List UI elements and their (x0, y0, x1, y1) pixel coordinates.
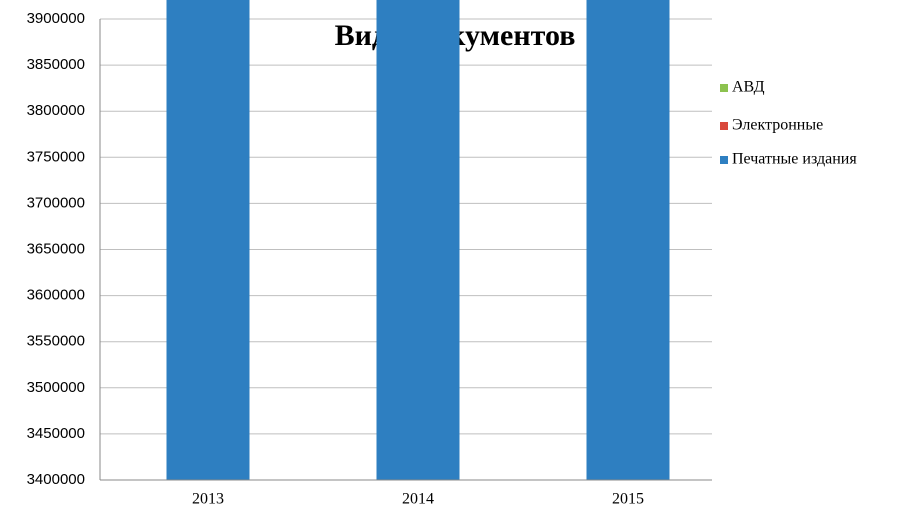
legend-swatch (720, 122, 728, 130)
legend-swatch (720, 84, 728, 92)
legend-label: АВД (732, 79, 765, 96)
y-tick-label: 3650000 (27, 240, 85, 257)
y-tick-label: 3850000 (27, 56, 85, 73)
legend-swatch (720, 156, 728, 164)
y-tick-label: 3600000 (27, 287, 85, 304)
y-tick-label: 3700000 (27, 194, 85, 211)
bar-segment (376, 0, 460, 480)
legend-label: Электронные (732, 117, 823, 134)
x-tick-label: 2014 (402, 491, 434, 508)
y-tick-label: 3900000 (27, 10, 85, 27)
bar-segment (586, 0, 670, 480)
bar-segment (166, 0, 250, 480)
y-tick-label: 3800000 (27, 102, 85, 119)
y-tick-label: 3500000 (27, 379, 85, 396)
y-tick-label: 3550000 (27, 333, 85, 350)
y-tick-label: 3750000 (27, 148, 85, 165)
x-tick-label: 2013 (192, 491, 224, 508)
legend-label: Печатные издания (732, 151, 857, 168)
y-tick-label: 3400000 (27, 471, 85, 488)
x-tick-label: 2015 (612, 491, 644, 508)
y-tick-label: 3450000 (27, 425, 85, 442)
